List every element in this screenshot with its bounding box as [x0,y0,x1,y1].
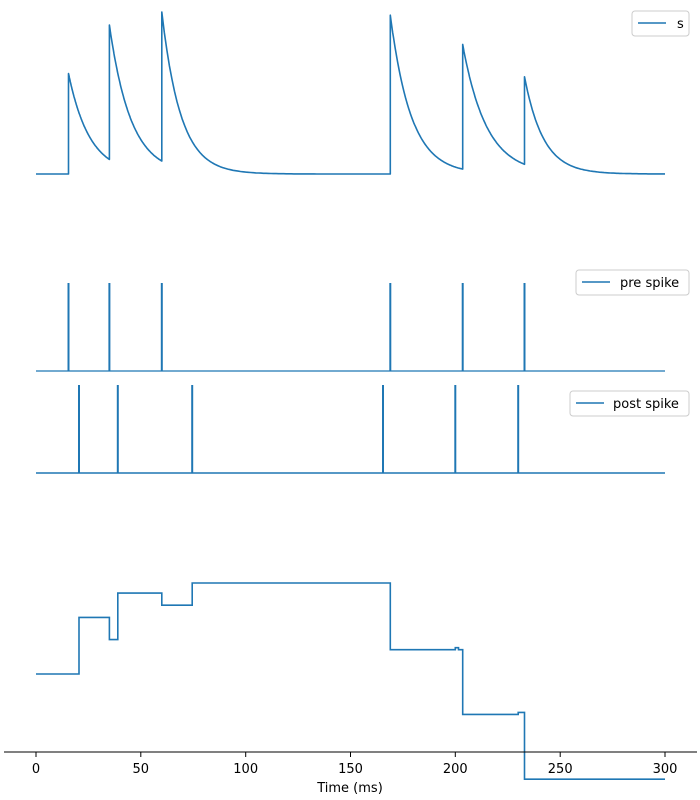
x-tick-label-1: 50 [133,762,150,777]
x-tick-label-3: 150 [338,762,363,777]
weight-step-line [36,582,665,780]
x-tick-label-5: 250 [548,762,573,777]
x-tick-label-6: 300 [653,762,678,777]
x-tick-label-2: 100 [233,762,258,777]
post-spike-marks [78,385,520,473]
s-series-line [36,11,665,175]
x-axis-label: Time (ms) [316,781,383,796]
panel-weight: 0 50 100 150 200 250 300 Time (ms) [4,582,697,796]
legend-post-spike: post spike [569,390,690,417]
legend-pre-spike: pre spike [575,269,690,296]
panel-s: s [36,10,690,175]
legend-post-spike-box [569,390,690,417]
panel-pre-spike: pre spike [36,269,690,372]
x-tick-label-4: 200 [443,762,468,777]
legend-s-label: s [677,17,684,32]
legend-s: s [631,10,690,37]
legend-pre-spike-label: pre spike [620,276,679,291]
legend-post-spike-label: post spike [613,397,679,412]
legend-pre-spike-box [575,269,690,296]
pre-spike-marks [67,283,526,371]
x-axis-ticks: 0 50 100 150 200 250 300 [32,752,678,777]
panel-post-spike: post spike [36,385,690,474]
x-tick-label-0: 0 [32,762,40,777]
